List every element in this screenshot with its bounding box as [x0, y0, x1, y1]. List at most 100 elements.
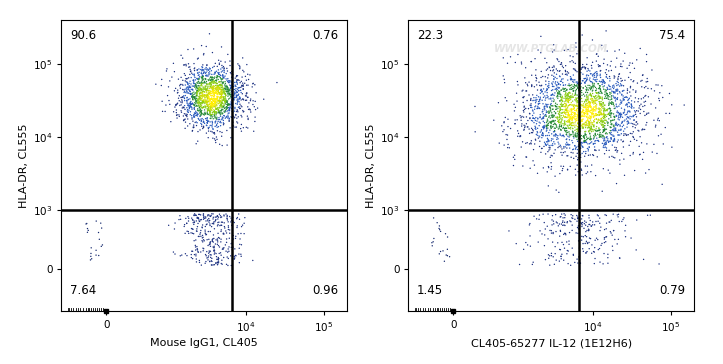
- Point: [589, 141, 600, 146]
- Point: [617, 119, 628, 124]
- Point: [539, 243, 550, 249]
- Point: [200, 73, 212, 79]
- Point: [568, 88, 579, 94]
- Point: [573, 86, 585, 92]
- Point: [194, 112, 206, 118]
- Point: [216, 81, 228, 87]
- Point: [552, 82, 564, 87]
- Point: [573, 94, 584, 100]
- Point: [231, 89, 242, 95]
- Point: [188, 114, 200, 120]
- Point: [650, 82, 662, 88]
- Point: [618, 131, 630, 137]
- Point: [184, 84, 196, 90]
- Point: [206, 88, 218, 94]
- Point: [591, 126, 602, 132]
- Point: [231, 80, 243, 86]
- Point: [215, 76, 226, 82]
- Point: [571, 118, 583, 124]
- Point: [185, 81, 197, 87]
- Point: [548, 133, 560, 139]
- Point: [601, 135, 612, 141]
- Point: [587, 128, 599, 134]
- Point: [215, 99, 227, 105]
- Point: [524, 102, 536, 108]
- Point: [213, 82, 225, 88]
- Point: [241, 91, 252, 97]
- Point: [570, 122, 582, 128]
- Point: [620, 94, 632, 100]
- Point: [175, 99, 187, 105]
- Point: [558, 104, 570, 110]
- Point: [586, 107, 597, 113]
- Point: [527, 107, 539, 113]
- Point: [184, 84, 195, 90]
- Point: [193, 98, 205, 104]
- Point: [218, 231, 229, 237]
- Point: [237, 87, 249, 92]
- Point: [555, 256, 567, 262]
- Point: [602, 95, 614, 101]
- Point: [559, 100, 570, 106]
- Point: [205, 78, 216, 83]
- Point: [625, 85, 636, 91]
- Point: [197, 95, 208, 101]
- Point: [220, 94, 231, 100]
- Point: [615, 110, 626, 116]
- Point: [202, 93, 214, 99]
- Point: [191, 97, 202, 103]
- Point: [602, 131, 613, 137]
- Point: [208, 216, 219, 222]
- Point: [213, 84, 224, 90]
- Point: [212, 213, 223, 219]
- Point: [556, 117, 568, 123]
- Point: [529, 213, 540, 219]
- Point: [209, 226, 221, 232]
- Point: [561, 72, 573, 78]
- Point: [202, 128, 214, 134]
- Point: [652, 115, 664, 121]
- Point: [534, 83, 545, 88]
- Point: [602, 122, 614, 128]
- Point: [205, 128, 217, 134]
- Point: [563, 125, 575, 131]
- Point: [605, 100, 617, 106]
- Point: [171, 101, 183, 107]
- Point: [216, 130, 228, 135]
- Point: [194, 91, 205, 97]
- Point: [220, 242, 231, 248]
- Point: [605, 118, 617, 124]
- Point: [538, 86, 549, 92]
- Point: [207, 87, 218, 92]
- Point: [565, 74, 576, 80]
- Point: [440, 252, 452, 258]
- Point: [211, 91, 223, 97]
- Point: [534, 119, 545, 125]
- Point: [581, 98, 592, 104]
- Point: [596, 119, 607, 125]
- Point: [179, 222, 190, 228]
- Point: [187, 124, 199, 130]
- Point: [547, 83, 559, 89]
- Point: [218, 65, 230, 71]
- Point: [583, 226, 594, 232]
- Point: [241, 90, 252, 96]
- Point: [612, 87, 623, 93]
- Point: [599, 115, 611, 120]
- Point: [239, 220, 250, 226]
- Point: [591, 73, 602, 79]
- Point: [566, 222, 578, 228]
- Point: [212, 74, 223, 79]
- Point: [173, 76, 184, 82]
- Point: [564, 83, 576, 88]
- Point: [197, 66, 208, 72]
- Point: [208, 90, 219, 96]
- Point: [195, 80, 207, 86]
- Point: [604, 101, 615, 107]
- Point: [583, 129, 594, 135]
- Point: [565, 115, 577, 121]
- Point: [204, 65, 215, 71]
- Point: [179, 71, 190, 76]
- Point: [622, 114, 633, 120]
- Point: [224, 87, 236, 93]
